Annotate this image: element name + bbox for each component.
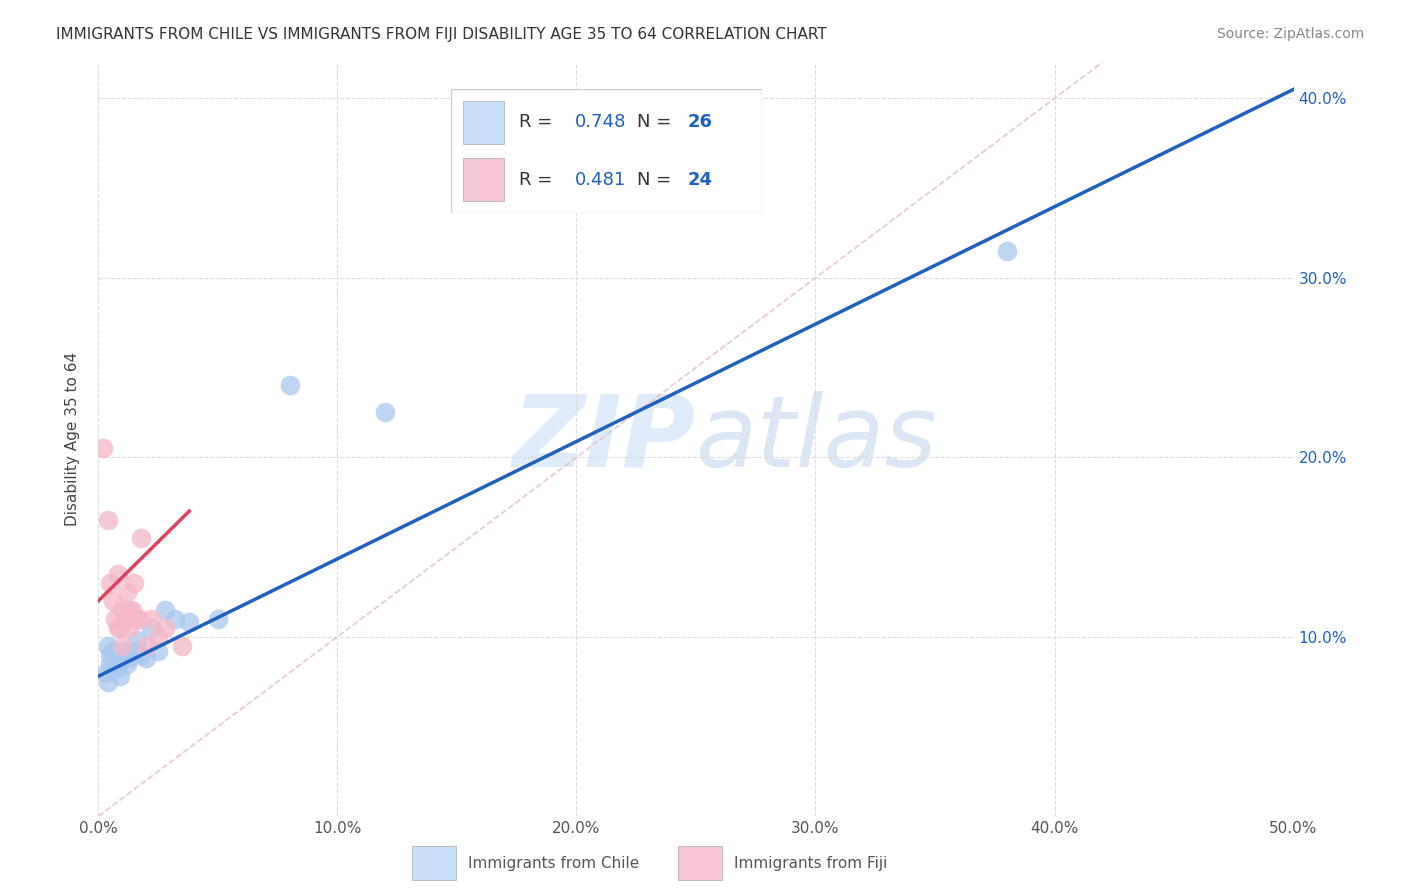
- Point: [104, 612, 127, 626]
- Point: [172, 639, 194, 653]
- FancyBboxPatch shape: [678, 846, 721, 880]
- Point: [207, 612, 229, 626]
- Point: [98, 648, 122, 662]
- Point: [111, 639, 134, 653]
- Point: [107, 657, 129, 671]
- Text: ZIP: ZIP: [513, 391, 696, 488]
- Y-axis label: Disability Age 35 to 64: Disability Age 35 to 64: [65, 352, 80, 526]
- Point: [91, 442, 114, 456]
- Point: [155, 621, 177, 635]
- Point: [135, 639, 157, 653]
- Point: [111, 651, 134, 665]
- Point: [278, 378, 301, 392]
- Point: [97, 639, 120, 653]
- Point: [121, 603, 143, 617]
- Point: [108, 669, 131, 683]
- Point: [101, 644, 124, 658]
- Point: [128, 612, 150, 626]
- Point: [94, 665, 117, 680]
- Point: [108, 621, 131, 635]
- Point: [107, 621, 129, 635]
- Point: [148, 644, 170, 658]
- Point: [98, 657, 122, 671]
- Point: [114, 644, 136, 658]
- Point: [115, 585, 138, 599]
- Point: [97, 674, 120, 689]
- Point: [115, 657, 138, 671]
- FancyBboxPatch shape: [412, 846, 456, 880]
- Text: atlas: atlas: [696, 391, 938, 488]
- Point: [118, 603, 141, 617]
- Point: [139, 612, 162, 626]
- Point: [125, 633, 148, 648]
- Text: Source: ZipAtlas.com: Source: ZipAtlas.com: [1216, 27, 1364, 41]
- Point: [163, 612, 186, 626]
- Point: [98, 575, 122, 590]
- Point: [155, 603, 177, 617]
- Point: [139, 621, 162, 635]
- Text: Immigrants from Fiji: Immigrants from Fiji: [734, 855, 887, 871]
- Point: [995, 244, 1018, 258]
- Point: [101, 594, 124, 608]
- Point: [124, 644, 146, 658]
- Point: [125, 612, 148, 626]
- Point: [118, 651, 141, 665]
- Point: [97, 513, 120, 527]
- Point: [124, 575, 146, 590]
- Point: [131, 531, 153, 545]
- Point: [179, 615, 201, 630]
- Text: Immigrants from Chile: Immigrants from Chile: [468, 855, 640, 871]
- Text: IMMIGRANTS FROM CHILE VS IMMIGRANTS FROM FIJI DISABILITY AGE 35 TO 64 CORRELATIO: IMMIGRANTS FROM CHILE VS IMMIGRANTS FROM…: [56, 27, 827, 42]
- Point: [104, 662, 127, 676]
- Point: [111, 603, 134, 617]
- Point: [148, 630, 170, 644]
- Point: [114, 612, 136, 626]
- Point: [131, 648, 153, 662]
- Point: [118, 621, 141, 635]
- Point: [374, 405, 396, 419]
- Point: [107, 566, 129, 581]
- Point: [135, 651, 157, 665]
